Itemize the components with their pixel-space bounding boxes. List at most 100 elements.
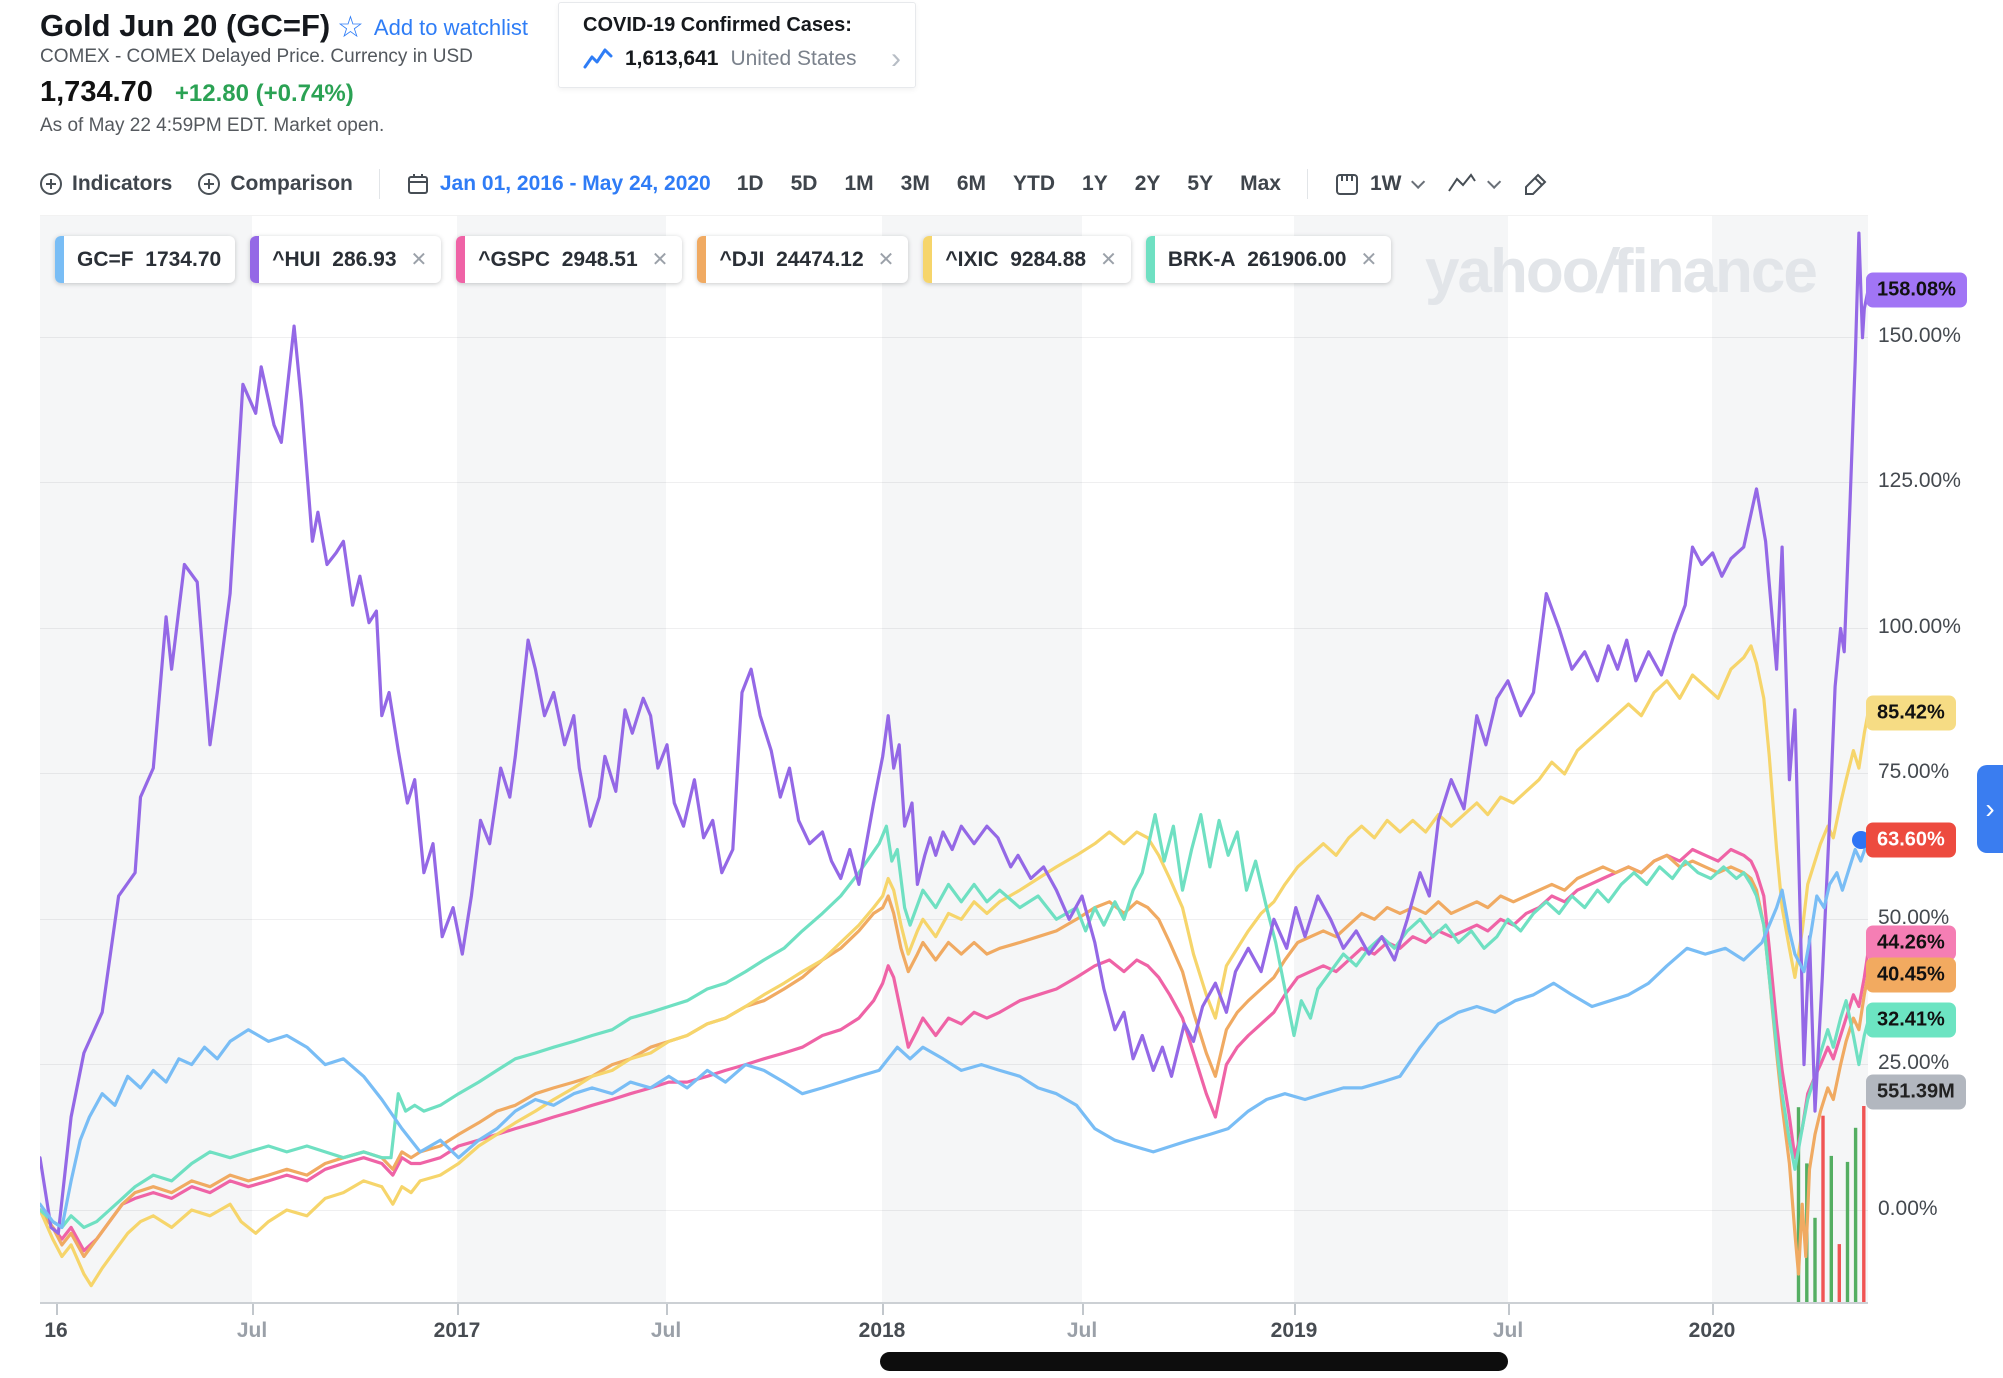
exchange-subtitle: COMEX - COMEX Delayed Price. Currency in… [40,46,473,67]
date-range-label[interactable]: Jan 01, 2016 - May 24, 2020 [439,172,711,195]
covid-count: 1,613,641 [625,47,719,70]
calendar-icon [407,174,428,194]
volume-bar [1796,1107,1801,1302]
background-stripe [40,216,252,1304]
page-title: Gold Jun 20 (GC=F) [40,8,331,43]
series-line-ixic [40,644,1868,1288]
horizontal-scrollbar-thumb[interactable] [880,1352,1508,1371]
chart-toolbar: Indicators Comparison Jan 01, 2016 - May… [40,163,1549,205]
close-icon[interactable]: ✕ [1100,249,1117,271]
y-axis-label-100: 100.00% [1878,615,1961,638]
volume-badge: 551.39M [1866,1074,1966,1110]
range-5d[interactable]: 5D [790,172,818,195]
x-axis-label-2019: 2019 [1270,1319,1318,1342]
range-ytd[interactable]: YTD [1013,172,1056,195]
price-badge-gcf: 63.60% [1866,822,1956,858]
comparison-button[interactable]: Comparison [198,172,353,196]
x-tick [1712,1304,1714,1315]
series-color-bar [697,236,707,283]
x-axis-line [40,1302,1868,1304]
gridline-0 [40,1210,1868,1211]
background-stripe [457,216,666,1304]
current-price: 1,734.70 [40,76,153,108]
series-color-bar [1145,236,1155,283]
price-badge-ixic: 85.42% [1866,695,1956,731]
legend-chip-gspc[interactable]: ^GSPC 2948.51 ✕ [456,236,683,283]
price-change: +12.80 (+0.74%) [174,80,354,107]
volume-bar [1829,1155,1833,1302]
legend-chip-brka[interactable]: BRK-A 261906.00 ✕ [1145,236,1392,283]
price-badge-gspc: 44.26% [1866,925,1956,961]
x-tick [252,1304,254,1315]
interval-selector[interactable]: 1W [1334,171,1426,197]
price-series-canvas [40,231,1868,1302]
covid-region: United States [730,47,857,70]
add-to-watchlist-button[interactable]: ☆ Add to watchlist [337,13,528,43]
pencil-icon [1525,173,1547,195]
draw-tool-button[interactable] [1523,171,1549,197]
range-3m[interactable]: 3M [900,172,930,195]
sparkline-icon [583,48,613,69]
volume-bar [1821,1115,1825,1302]
indicators-label: Indicators [72,172,173,195]
range-1y[interactable]: 1Y [1082,172,1108,195]
covid-cases-card[interactable]: COVID-19 Confirmed Cases: 1,613,641 Unit… [558,2,916,88]
gridline-100 [40,628,1868,629]
range-1m[interactable]: 1M [844,172,874,195]
range-1d[interactable]: 1D [736,172,764,195]
close-icon[interactable]: ✕ [1360,249,1378,271]
legend-chip-hui[interactable]: ^HUI 286.93 ✕ [250,236,442,283]
x-axis-label-2017: 2017 [433,1319,481,1342]
range-5y[interactable]: 5Y [1187,172,1214,195]
background-stripe [882,216,1082,1304]
series-line-brka [40,812,1868,1230]
line-chart-icon [1448,173,1477,192]
gridline-50 [40,919,1868,920]
x-tick [666,1304,668,1315]
x-tick [882,1304,884,1315]
chart-type-selector[interactable] [1447,173,1502,195]
series-color-bar [250,236,260,283]
plus-circle-icon [40,173,62,195]
legend-chip-ixic[interactable]: ^IXIC 9284.88 ✕ [923,236,1131,283]
range-2y[interactable]: 2Y [1134,172,1161,195]
range-buttons: 1D 5D 1M 3M 6M YTD 1Y 2Y 5Y Max [737,172,1281,196]
toolbar-divider [378,169,380,199]
y-axis-label-125: 125.00% [1878,469,1961,492]
legend-chip-gcf[interactable]: GC=F 1734.70 [55,236,236,283]
price-badge-brka: 32.41% [1866,1002,1956,1038]
x-axis-label-2018: 2018 [858,1319,906,1342]
covid-title: COVID-19 Confirmed Cases: [583,14,852,36]
legend-chip-dji[interactable]: ^DJI 24474.12 ✕ [697,236,909,283]
x-tick [1508,1304,1510,1315]
y-axis-label-0: 0.00% [1878,1197,1938,1220]
indicators-button[interactable]: Indicators [40,172,172,196]
chevron-right-icon: › [1985,793,1995,824]
y-axis-label-50: 50.00% [1878,906,1950,929]
series-color-bar [55,236,64,283]
close-icon[interactable]: ✕ [651,249,669,271]
range-max[interactable]: Max [1240,172,1281,195]
expand-panel-button[interactable]: › [1977,765,2003,853]
chevron-down-icon [1487,174,1502,189]
close-icon[interactable]: ✕ [410,249,428,271]
y-axis-label-25: 25.00% [1878,1051,1950,1074]
interval-label: 1W [1369,172,1402,195]
x-tick [1294,1304,1296,1315]
series-line-gcf [40,838,1868,1230]
plus-circle-icon [198,173,221,195]
chart-plot-area[interactable] [40,215,1868,1304]
volume-bar [1845,1161,1850,1302]
gridline-125 [40,482,1868,483]
star-icon[interactable]: ☆ [337,11,364,44]
range-6m[interactable]: 6M [956,172,987,195]
x-tick [56,1304,58,1315]
add-to-watchlist-label[interactable]: Add to watchlist [373,15,528,40]
chevron-right-icon[interactable]: › [891,42,901,75]
date-range-picker[interactable]: Jan 01, 2016 - May 24, 2020 [406,172,711,196]
background-stripe [1294,216,1508,1304]
x-axis-label-2020: 2020 [1688,1319,1736,1342]
close-icon[interactable]: ✕ [877,249,895,271]
x-tick [457,1304,459,1315]
price-badge-dji: 40.45% [1866,957,1956,993]
